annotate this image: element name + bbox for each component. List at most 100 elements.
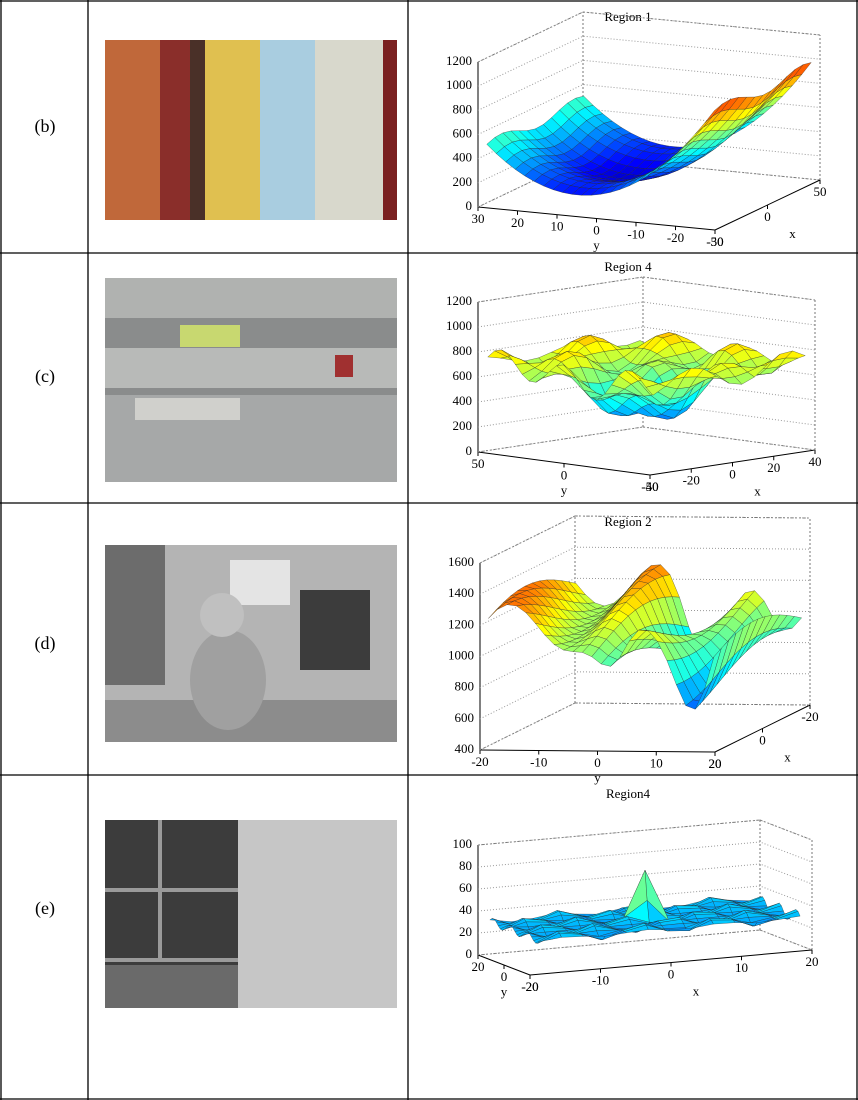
z-tick-label: 40 (459, 902, 472, 917)
grid-line (477, 326, 816, 353)
plot-title: Region 2 (604, 514, 651, 529)
z-tick-label: 80 (459, 858, 472, 873)
z-tick-label: 60 (459, 880, 472, 895)
box-edge (477, 11, 584, 63)
grid-line (479, 515, 811, 564)
z-tick-label: 1000 (448, 647, 474, 662)
x-axis-label: x (784, 749, 791, 764)
z-tick-label: 200 (453, 174, 473, 189)
surface (488, 564, 802, 710)
box-edge (574, 515, 811, 519)
x-tick-label: -50 (706, 234, 723, 249)
x-tick-label: 0 (759, 732, 766, 747)
x-tick-label: 50 (814, 184, 827, 199)
box-edge (479, 515, 576, 564)
z-tick-label: 1000 (446, 318, 472, 333)
x-tick-label: 40 (809, 454, 822, 469)
y-tick-label: -20 (667, 230, 684, 245)
x-tick-label: 0 (668, 966, 675, 981)
grid-line (479, 671, 811, 720)
y-tick-label: 10 (650, 755, 663, 770)
grid-line (477, 401, 816, 428)
x-axis-label: x (693, 983, 700, 998)
x-axis-label: x (754, 483, 761, 498)
photo-books (105, 40, 397, 220)
z-tick-label: 400 (455, 741, 475, 756)
z-tick-label: 200 (453, 418, 473, 433)
surface-patch (704, 648, 722, 690)
y-tick-label: 50 (472, 456, 485, 471)
surface-patch (645, 383, 666, 396)
plot: Region 10200400600800100012003020100-10-… (446, 9, 827, 253)
surface (486, 62, 812, 196)
y-axis-label: y (501, 984, 508, 999)
x-tick-label: 20 (767, 460, 780, 475)
z-tick-label: 600 (453, 368, 473, 383)
z-tick-label: 600 (453, 125, 473, 140)
photo-room (105, 545, 397, 742)
surface-patch (711, 919, 736, 925)
plot-title: Region 4 (604, 259, 652, 274)
y-tick-label: 0 (501, 969, 508, 984)
surface (487, 332, 806, 420)
z-tick-label: 800 (453, 343, 473, 358)
box-edge (759, 929, 813, 951)
y-tick-label: -10 (627, 226, 644, 241)
x-tick-label: 10 (735, 960, 748, 975)
y-axis-label: y (561, 482, 568, 497)
x-axis-label: x (789, 226, 796, 241)
y-tick-label: -50 (641, 479, 658, 494)
x-tick-label: -20 (683, 473, 700, 488)
plot-title: Region4 (606, 786, 651, 801)
x-tick-label: -20 (801, 709, 818, 724)
grid-line (477, 376, 816, 403)
y-tick-label: 10 (551, 219, 564, 234)
z-tick-label: 0 (466, 443, 473, 458)
z-tick-label: 100 (453, 836, 473, 851)
y-tick-label: 0 (561, 467, 568, 482)
y-tick-label: -20 (521, 979, 538, 994)
y-axis-label: y (594, 770, 601, 785)
x-tick-label: 20 (806, 954, 819, 969)
grid-line (479, 577, 811, 626)
z-tick-label: 800 (453, 101, 473, 116)
y-tick-label: -30 (706, 234, 723, 249)
grid-line (479, 546, 811, 595)
x-tick-label: 0 (764, 209, 771, 224)
z-tick-label: 800 (455, 679, 475, 694)
y-axis-label: y (593, 237, 600, 252)
y-tick-label: 0 (593, 222, 600, 237)
y-tick-label: 20 (472, 959, 485, 974)
surface-patch (708, 918, 734, 921)
grid-line (477, 841, 813, 868)
surface-patch (704, 103, 723, 123)
z-tick-label: 400 (453, 393, 473, 408)
z-tick-label: 1600 (448, 554, 474, 569)
z-tick-label: 20 (459, 924, 472, 939)
z-tick-label: 1200 (448, 616, 474, 631)
x-tick-label: -20 (521, 979, 538, 994)
z-tick-label: 1200 (446, 293, 472, 308)
row-label: (c) (35, 366, 55, 387)
z-tick-label: 0 (466, 946, 473, 961)
surface (489, 869, 801, 944)
y-tick-label: 20 (709, 756, 722, 771)
z-tick-label: 1400 (448, 585, 474, 600)
grid-line (477, 301, 816, 328)
y-tick-label: -20 (471, 754, 488, 769)
x-tick-label: 0 (729, 466, 736, 481)
z-tick-label: 1000 (446, 77, 472, 92)
row-label: (b) (35, 116, 56, 137)
grid-line (477, 276, 816, 303)
z-tick-label: 600 (455, 710, 475, 725)
plot: Region 2 400 600 800 1000 1200 1400 1600 -20 -10 0… (448, 514, 819, 785)
row-label: (e) (35, 898, 55, 919)
photo-window-wall (105, 820, 397, 1008)
y-tick-label: 30 (472, 211, 485, 226)
y-tick-label: -10 (530, 754, 547, 769)
grid-line (477, 35, 821, 87)
grid-line (477, 819, 813, 846)
